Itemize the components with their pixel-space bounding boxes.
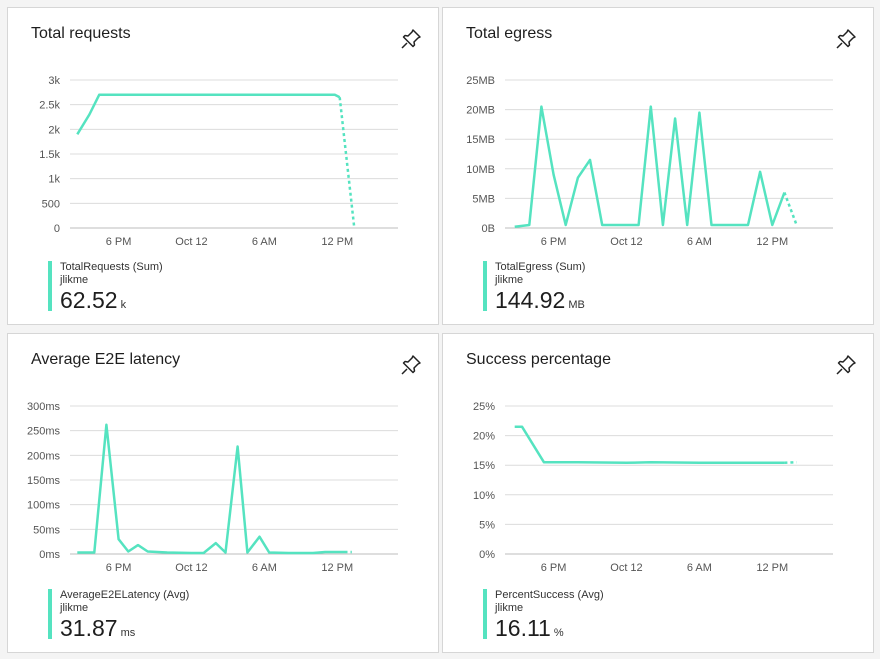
tile-average-e2e-latency[interactable]: Average E2E latency 300ms 250ms 200ms 150ms… xyxy=(7,333,439,653)
y-tick-label: 0% xyxy=(479,549,495,561)
legend-resource-name: jlikme xyxy=(495,274,524,286)
y-tick-label: 1k xyxy=(48,174,60,186)
legend-color-bar xyxy=(48,261,52,311)
y-tick-label: 20% xyxy=(473,431,495,443)
y-tick-label: 3k xyxy=(48,75,60,87)
y-tick-label: 200ms xyxy=(27,450,61,462)
tile-success-percentage[interactable]: Success percentage 25% 20% 15% 10% 5% 0% 6 PM O… xyxy=(442,333,874,653)
y-tick-label: 300ms xyxy=(27,401,61,413)
pin-icon[interactable] xyxy=(835,354,857,376)
x-tick-label: 6 AM xyxy=(252,562,277,574)
y-tick-label: 15% xyxy=(473,460,495,472)
tile-title: Average E2E latency xyxy=(31,351,181,368)
y-tick-label: 2.5k xyxy=(39,100,60,112)
y-tick-label: 15MB xyxy=(466,134,495,146)
x-tick-label: Oct 12 xyxy=(175,562,207,574)
legend-series-name: TotalRequests (Sum) xyxy=(60,261,163,273)
legend-resource-name: jlikme xyxy=(495,602,524,614)
x-tick-label: 12 PM xyxy=(321,562,353,574)
x-tick-label: Oct 12 xyxy=(610,236,642,248)
line-chart: 300ms 250ms 200ms 150ms 100ms 50ms 0ms 6 PM Oct … xyxy=(27,401,398,574)
x-tick-label: Oct 12 xyxy=(610,562,642,574)
line-chart: 25MB 20MB 15MB 10MB 5MB 0B 6 PM Oct 12 6 AM 12 PM xyxy=(466,75,833,248)
tile-total-requests[interactable]: Total requests 3k 2.5k 2k 1.5k 1k 500 0 6 PM Oct… xyxy=(7,7,439,325)
legend-color-bar xyxy=(483,261,487,311)
y-tick-label: 25MB xyxy=(466,75,495,87)
tile-title: Total requests xyxy=(31,25,131,42)
legend-value: 62.52 xyxy=(60,287,118,313)
x-tick-label: 6 PM xyxy=(541,236,567,248)
series-line xyxy=(514,425,785,465)
y-tick-label: 1.5k xyxy=(39,149,60,161)
series-line xyxy=(514,105,786,229)
legend-resource-name: jlikme xyxy=(60,602,89,614)
x-tick-label: 12 PM xyxy=(756,236,788,248)
legend-color-bar xyxy=(48,589,52,639)
series-line xyxy=(77,423,345,555)
y-tick-label: 10% xyxy=(473,490,495,502)
y-tick-label: 5MB xyxy=(472,193,495,205)
y-tick-label: 0 xyxy=(54,223,60,235)
legend-series-name: AverageE2ELatency (Avg) xyxy=(60,589,190,601)
legend-unit: k xyxy=(120,299,127,311)
pin-icon[interactable] xyxy=(835,28,857,50)
y-tick-label: 2k xyxy=(48,124,60,136)
y-tick-label: 0B xyxy=(482,223,495,235)
legend-value: 144.92 xyxy=(495,287,566,313)
y-tick-label: 25% xyxy=(473,401,495,413)
y-tick-label: 100ms xyxy=(27,500,61,512)
x-tick-label: 12 PM xyxy=(756,562,788,574)
series-line xyxy=(76,93,341,135)
tile-total-egress[interactable]: Total egress 25MB 20MB 15MB 10MB 5MB 0B 6 PM Oc… xyxy=(442,7,874,325)
legend-value: 31.87 xyxy=(60,615,118,641)
x-tick-label: 6 AM xyxy=(687,562,712,574)
x-tick-label: Oct 12 xyxy=(175,236,207,248)
legend-unit: MB xyxy=(568,299,585,311)
x-tick-label: 6 AM xyxy=(252,236,277,248)
y-tick-label: 250ms xyxy=(27,426,61,438)
tile-title: Success percentage xyxy=(466,351,611,368)
x-tick-label: 6 PM xyxy=(541,562,567,574)
x-tick-label: 12 PM xyxy=(321,236,353,248)
legend-resource-name: jlikme xyxy=(60,274,89,286)
legend-unit: ms xyxy=(120,627,136,639)
y-tick-label: 20MB xyxy=(466,105,495,117)
tile-title: Total egress xyxy=(466,25,553,42)
legend-series-name: PercentSuccess (Avg) xyxy=(495,589,604,601)
series-line-incomplete xyxy=(784,460,797,465)
x-tick-label: 6 PM xyxy=(106,236,132,248)
y-tick-label: 5% xyxy=(479,519,495,531)
series-line-incomplete xyxy=(338,97,356,229)
y-tick-label: 10MB xyxy=(466,164,495,176)
legend-unit: % xyxy=(553,627,564,639)
x-tick-label: 6 AM xyxy=(687,236,712,248)
pin-icon[interactable] xyxy=(400,28,422,50)
series-line-incomplete xyxy=(783,192,798,226)
line-chart: 3k 2.5k 2k 1.5k 1k 500 0 6 PM Oct 12 6 AM 12 PM xyxy=(39,75,398,248)
legend-series-name: TotalEgress (Sum) xyxy=(495,261,586,273)
y-tick-label: 150ms xyxy=(27,475,61,487)
pin-icon[interactable] xyxy=(400,354,422,376)
line-chart: 25% 20% 15% 10% 5% 0% 6 PM Oct 12 6 AM 12 PM xyxy=(473,401,833,574)
y-tick-label: 50ms xyxy=(33,524,60,536)
legend-color-bar xyxy=(483,589,487,639)
y-tick-label: 500 xyxy=(42,198,60,210)
y-tick-label: 0ms xyxy=(39,549,60,561)
legend-value: 16.11 xyxy=(495,615,551,641)
x-tick-label: 6 PM xyxy=(106,562,132,574)
